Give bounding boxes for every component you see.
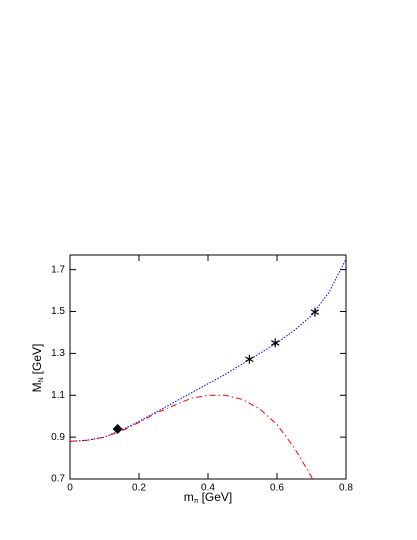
y-tick-label: 1.7 <box>51 264 65 275</box>
plot-frame <box>69 254 347 480</box>
y-tick-label: 0.9 <box>51 432 65 443</box>
star-marker <box>245 354 254 364</box>
y-label-unit: [GeV] <box>30 344 44 375</box>
y-tick-label: 1.3 <box>51 348 65 359</box>
y-tick-label: 1.5 <box>51 306 65 317</box>
curve <box>69 258 347 442</box>
y-label-sub: N <box>38 377 45 382</box>
y-axis-label: MN [GeV] <box>30 344 45 393</box>
diamond-marker <box>112 423 123 434</box>
x-label-sub: π <box>194 498 199 505</box>
x-tick-label: 0.4 <box>201 483 215 494</box>
y-label-main: M <box>30 382 44 392</box>
star-marker <box>310 307 320 317</box>
y-tick-label: 1.1 <box>51 390 65 401</box>
star-marker <box>271 338 280 348</box>
x-label-main: m <box>184 490 194 504</box>
x-tick-label: 0.2 <box>132 483 146 494</box>
x-tick-label: 0.6 <box>270 483 284 494</box>
x-label-unit: [GeV] <box>202 490 233 504</box>
curve <box>69 394 314 482</box>
x-tick-label: 0.8 <box>339 483 353 494</box>
x-axis-label: mπ [GeV] <box>184 490 233 505</box>
x-tick-label: 0 <box>67 483 73 494</box>
y-tick-label: 0.7 <box>51 474 65 485</box>
